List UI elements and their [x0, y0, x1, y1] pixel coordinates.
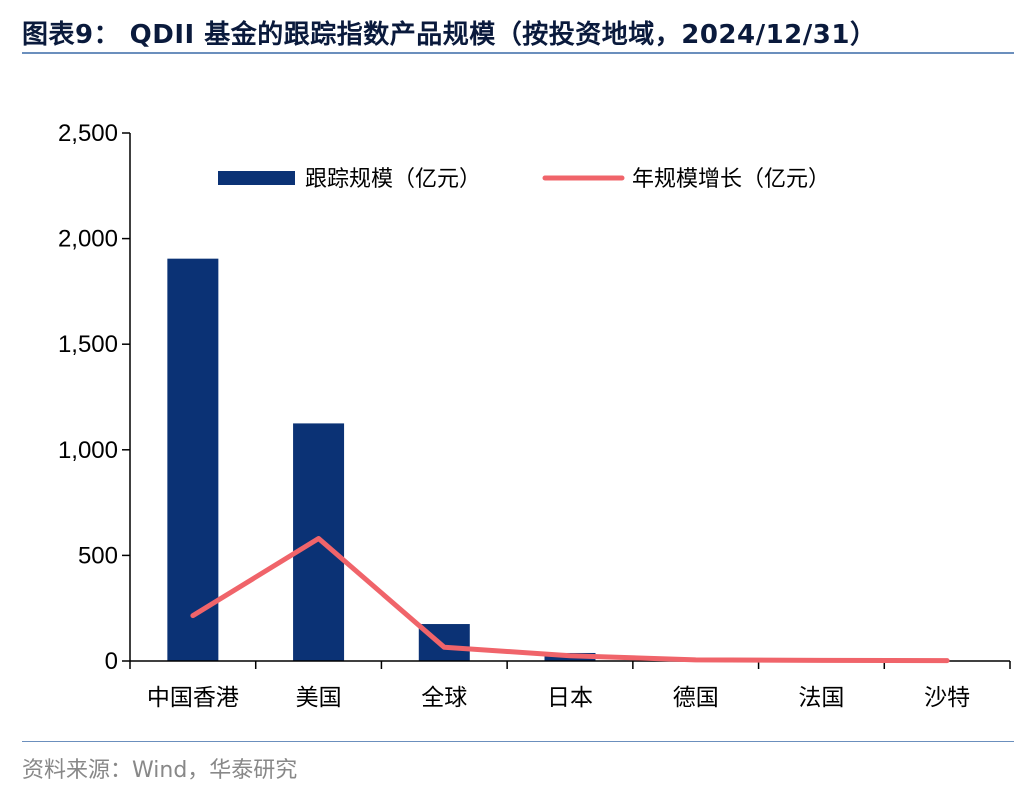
y-tick-label: 1,500 [58, 331, 118, 358]
series-line [190, 536, 950, 664]
title-divider [22, 52, 1014, 54]
y-tick-label: 500 [78, 542, 118, 569]
y-tick-label: 1,000 [58, 437, 118, 464]
y-tick-label: 2,500 [58, 120, 118, 147]
x-tick-label: 法国 [798, 685, 844, 711]
legend-bar-label: 跟踪规模（亿元） [305, 167, 481, 192]
legend-bar-swatch [218, 171, 295, 185]
x-tick-label: 德国 [673, 685, 719, 711]
footer-divider [22, 741, 1014, 742]
legend-line-label: 年规模增长（亿元） [632, 167, 830, 192]
line-series [190, 536, 950, 664]
y-tick-label: 2,000 [58, 226, 118, 253]
source-note: 资料来源：Wind，华泰研究 [22, 758, 298, 783]
y-tick-label: 0 [105, 648, 118, 675]
x-tick-label: 中国香港 [147, 685, 239, 711]
bars [167, 258, 973, 661]
x-tick-label: 全球 [421, 685, 467, 711]
chart-title: 图表9： QDII 基金的跟踪指数产品规模（按投资地域，2024/12/31） [22, 20, 877, 50]
y-axis: 0 500 1,000 1,500 2,000 2,500 [58, 120, 131, 675]
x-tick-label: 日本 [547, 685, 593, 711]
x-tick-label: 美国 [296, 685, 342, 711]
x-axis: 中国香港 美国 全球 日本 德国 法国 沙特 [129, 660, 1011, 711]
bar [293, 423, 345, 661]
x-tick-label: 沙特 [924, 685, 970, 711]
bar [167, 258, 219, 661]
legend: 跟踪规模（亿元） 年规模增长（亿元） [218, 167, 830, 192]
